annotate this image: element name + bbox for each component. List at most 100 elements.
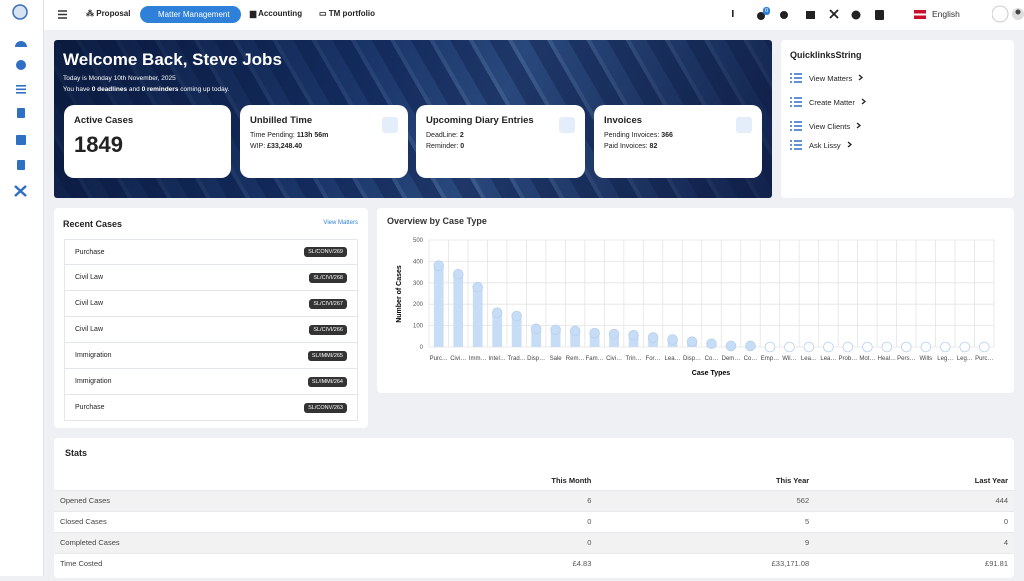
welcome-summary: You have 0 deadlines and 0 reminders com… xyxy=(63,86,229,93)
user-controls[interactable] xyxy=(992,5,1024,25)
chevron-shape xyxy=(858,74,864,81)
card-line: DeadLine: 2 xyxy=(426,132,575,139)
y-tick-label: 500 xyxy=(413,238,424,244)
quicklink[interactable]: Create Matter xyxy=(809,98,868,107)
chevron-shape xyxy=(861,98,866,105)
stats-value: 0 xyxy=(815,510,1014,532)
case-ref: SL/CONV/263 xyxy=(304,402,347,413)
line-label: Time Pending: xyxy=(250,132,295,139)
stats-header: This Month This Year Last Year xyxy=(54,471,1014,490)
case-row[interactable]: Purchase SL/CONV/269 xyxy=(64,239,358,265)
case-type: Civil Law xyxy=(75,274,104,281)
stats-value: 6 xyxy=(368,489,598,511)
nav-label[interactable]: Matter Management xyxy=(158,10,230,19)
case-row[interactable]: Purchase SL/CONV/263 xyxy=(64,395,358,421)
case-row[interactable]: Immigration SL/IMMI/264 xyxy=(64,369,358,395)
stats-value: 444 xyxy=(815,489,1014,511)
chevron xyxy=(861,98,866,105)
case-row[interactable]: Immigration SL/IMMI/265 xyxy=(64,343,358,369)
bar-cap xyxy=(862,341,873,353)
quicklink-label[interactable]: Ask Lissy xyxy=(809,141,841,150)
line-label: DeadLine: xyxy=(426,132,458,139)
bar-cap xyxy=(959,341,971,353)
case-type: Civil Law xyxy=(75,300,104,307)
stats-title: Stats xyxy=(65,448,88,458)
list-icon xyxy=(790,73,802,83)
nav-label[interactable]: Accounting xyxy=(258,9,303,18)
nav-label[interactable]: Proposal xyxy=(96,9,131,18)
view-matters-link[interactable]: View Matters xyxy=(323,220,358,226)
stats-value: 0 xyxy=(368,531,598,553)
unbilled-card[interactable]: Unbilled Time Time Pending: 113h 56m WIP… xyxy=(240,105,408,178)
stats-value: £33,171.08 xyxy=(597,552,816,574)
card-line: WIP: £33,248.40 xyxy=(250,143,398,150)
case-row[interactable]: Civil Law SL/CIVI/268 xyxy=(64,265,358,291)
bar xyxy=(531,328,542,347)
sidebar xyxy=(0,0,44,576)
bar-cap xyxy=(472,281,483,293)
quicklink-label[interactable]: Create Matter xyxy=(809,98,855,107)
stats-label: Closed Cases xyxy=(54,510,369,532)
y-tick-label: 0 xyxy=(420,345,424,351)
diary-card[interactable]: Upcoming Diary Entries DeadLine: 2 Remin… xyxy=(416,105,585,178)
column-header: This Year xyxy=(775,475,810,485)
line-value: 113h 56m xyxy=(296,132,329,139)
chevron xyxy=(858,74,864,81)
bar-cap xyxy=(608,328,620,340)
corner-cell xyxy=(54,471,369,490)
nav-label[interactable]: TM portfolio xyxy=(328,9,375,18)
language-select[interactable]: English xyxy=(932,9,960,19)
x-tick-label: Disp… xyxy=(527,356,545,362)
invoices-card[interactable]: Invoices Pending Invoices: 366 Paid Invo… xyxy=(594,105,762,178)
case-row[interactable]: Civil Law SL/CIVI/267 xyxy=(64,291,358,317)
x-tick-label: Imm… xyxy=(469,356,487,362)
x-tick-label: Wills xyxy=(919,356,932,362)
quicklink[interactable]: Ask Lissy xyxy=(809,141,854,150)
case-ref: SL/CIVI/268 xyxy=(309,272,347,283)
top-bar: ⁂ Proposal Matter Management ▆ Accountin… xyxy=(44,0,1024,30)
bar-cap xyxy=(784,341,795,353)
x-tick-label: Leg… xyxy=(937,356,953,362)
bar xyxy=(628,335,639,347)
bar-cap xyxy=(433,260,445,271)
bar xyxy=(609,334,619,347)
stats-label: Completed Cases xyxy=(54,531,369,553)
bar-cap xyxy=(686,336,698,347)
welcome-date: Today is Monday 10th November, 2025 xyxy=(63,75,176,82)
list-icon xyxy=(790,121,802,131)
stats-row: Completed Cases 0 9 4 xyxy=(54,531,1014,553)
active-cases-card[interactable]: Active Cases 1849 xyxy=(64,105,231,178)
stats-value: 0 xyxy=(368,510,598,532)
x-tick-label: Trad… xyxy=(508,356,526,362)
bar xyxy=(453,274,464,347)
chevron-shape xyxy=(856,122,862,129)
bar xyxy=(492,312,503,347)
menu-icon[interactable] xyxy=(58,10,68,19)
quicklink[interactable]: View Clients xyxy=(809,122,863,131)
case-row[interactable]: Civil Law SL/CIVI/266 xyxy=(64,317,358,343)
dollar-icon xyxy=(736,117,752,133)
x-tick-label: Disp… xyxy=(683,356,701,362)
quicklink-label[interactable]: View Matters xyxy=(809,74,853,83)
quicklink[interactable]: View Matters xyxy=(809,74,865,83)
stats-value: 9 xyxy=(597,531,816,553)
nav-matter-management[interactable]: Matter Management xyxy=(140,6,241,23)
quicklinks-title: QuicklinksString xyxy=(790,50,862,60)
quicklink-label[interactable]: View Clients xyxy=(809,122,851,131)
case-ref: SL/IMMI/265 xyxy=(307,350,347,361)
bar-cap xyxy=(491,307,503,319)
bar xyxy=(589,333,600,347)
nav-accounting[interactable]: ▆ Accounting xyxy=(250,9,303,18)
stats-panel: Stats This Month This Year Last Year Opened… xyxy=(54,438,1014,578)
column-header: This Month xyxy=(551,475,592,485)
x-tick-label: Purc… xyxy=(430,356,448,362)
nav-tm-portfolio[interactable]: ▭ TM portfolio xyxy=(319,9,375,18)
x-tick-label: Sale xyxy=(550,356,563,362)
stats-value: 5 xyxy=(597,510,816,532)
bar xyxy=(433,265,444,347)
card-title: Unbilled Time xyxy=(250,115,313,126)
clock-icon xyxy=(382,117,398,133)
bar xyxy=(570,330,580,347)
nav-proposal[interactable]: ⁂ Proposal xyxy=(86,9,131,18)
